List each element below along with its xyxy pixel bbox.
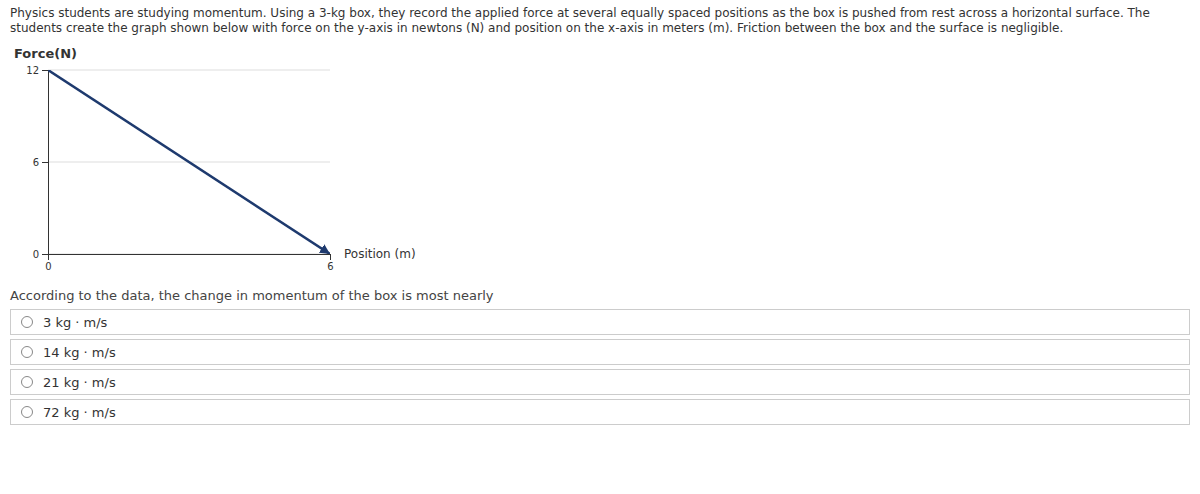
tick: 12 — [26, 65, 48, 76]
tick-label: 6 — [33, 157, 39, 168]
tick-mark — [42, 70, 48, 71]
plot: 060612Position (m) — [26, 65, 415, 272]
choice-text: 14 kg · m/s — [43, 345, 116, 360]
line — [48, 70, 330, 254]
choice: 14 kg · m/s — [10, 339, 1190, 365]
tick-label: 6 — [327, 261, 333, 272]
tick-mark — [42, 162, 48, 163]
x-label: Position (m) — [344, 247, 416, 261]
tick-label: 12 — [26, 65, 39, 76]
axis-line — [49, 255, 331, 261]
y-axis: 0 6 12 — [26, 65, 48, 260]
tick-label: 0 — [33, 249, 39, 260]
marks — [48, 70, 330, 254]
radio — [21, 346, 33, 358]
radio — [21, 406, 33, 418]
grid-line — [48, 70, 330, 71]
tick: 6 — [33, 157, 48, 168]
grid — [48, 70, 330, 254]
choice: 72 kg · m/s — [10, 399, 1190, 425]
tick: 6 — [327, 254, 333, 272]
x-axis: 06 — [45, 254, 333, 272]
choice: 3 kg · m/s — [10, 309, 1190, 335]
tick: 0 — [45, 254, 51, 272]
radio — [21, 316, 33, 328]
description: Physics students are studying momentum. … — [10, 6, 1190, 36]
axis-line — [42, 71, 49, 255]
question: According to the data, the change in mom… — [10, 288, 1190, 303]
choice-text: 21 kg · m/s — [43, 375, 116, 390]
tick-mark — [42, 254, 48, 255]
choice-text: 3 kg · m/s — [43, 315, 107, 330]
tick: 0 — [33, 249, 48, 260]
radio — [21, 376, 33, 388]
choice: 21 kg · m/s — [10, 369, 1190, 395]
y-label: Force(N) — [14, 46, 77, 61]
choice-text: 72 kg · m/s — [43, 405, 116, 420]
chart: 060612Position (m)Force(N) — [10, 40, 440, 280]
tick-mark — [330, 254, 331, 260]
tick-label: 0 — [45, 261, 51, 272]
